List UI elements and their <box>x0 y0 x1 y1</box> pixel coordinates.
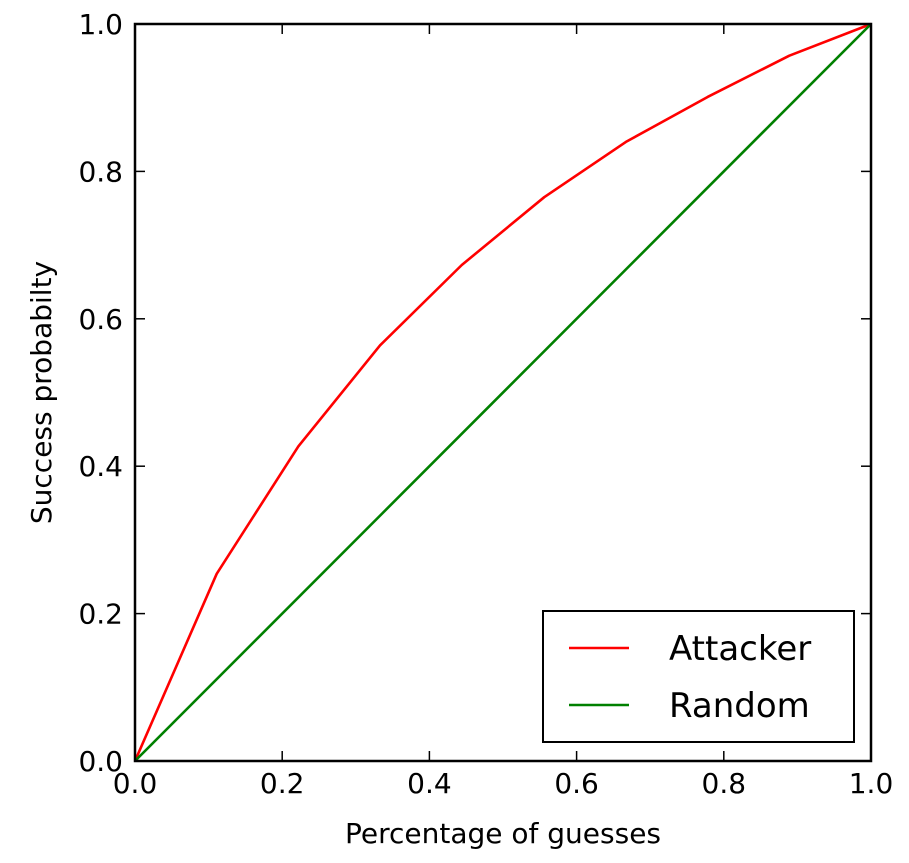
x-tick-label: 0.6 <box>554 767 599 800</box>
x-axis-label: Percentage of guesses <box>345 817 661 850</box>
x-tick-label: 0.8 <box>702 767 747 800</box>
legend: Attacker Random <box>542 610 855 743</box>
y-tick-label: 0.4 <box>78 450 123 483</box>
y-tick-label: 1.0 <box>78 8 123 41</box>
series-layer <box>133 22 872 762</box>
legend-label-attacker: Attacker <box>669 629 811 669</box>
y-tick-label: 0.8 <box>78 155 123 188</box>
legend-box <box>542 610 855 743</box>
y-tick-label: 0.6 <box>78 303 123 336</box>
y-tick-label: 0.0 <box>78 745 123 778</box>
x-tick-label: 0.0 <box>113 767 158 800</box>
x-tick-label: 0.2 <box>260 767 305 800</box>
y-axis-label: Success probabilty <box>25 261 58 524</box>
series-line-random <box>134 23 872 762</box>
tick-labels: 0.0 0.2 0.4 0.6 0.8 1.0 0.0 0.2 0.4 0.6 0.8 1.0 <box>78 8 893 800</box>
legend-label-random: Random <box>669 686 810 726</box>
x-tick-label: 1.0 <box>849 767 894 800</box>
series-line-attacker <box>133 22 872 762</box>
y-tick-label: 0.2 <box>78 598 123 631</box>
x-tick-label: 0.4 <box>407 767 452 800</box>
plot-frame <box>133 22 873 763</box>
ticks-layer <box>134 23 872 762</box>
